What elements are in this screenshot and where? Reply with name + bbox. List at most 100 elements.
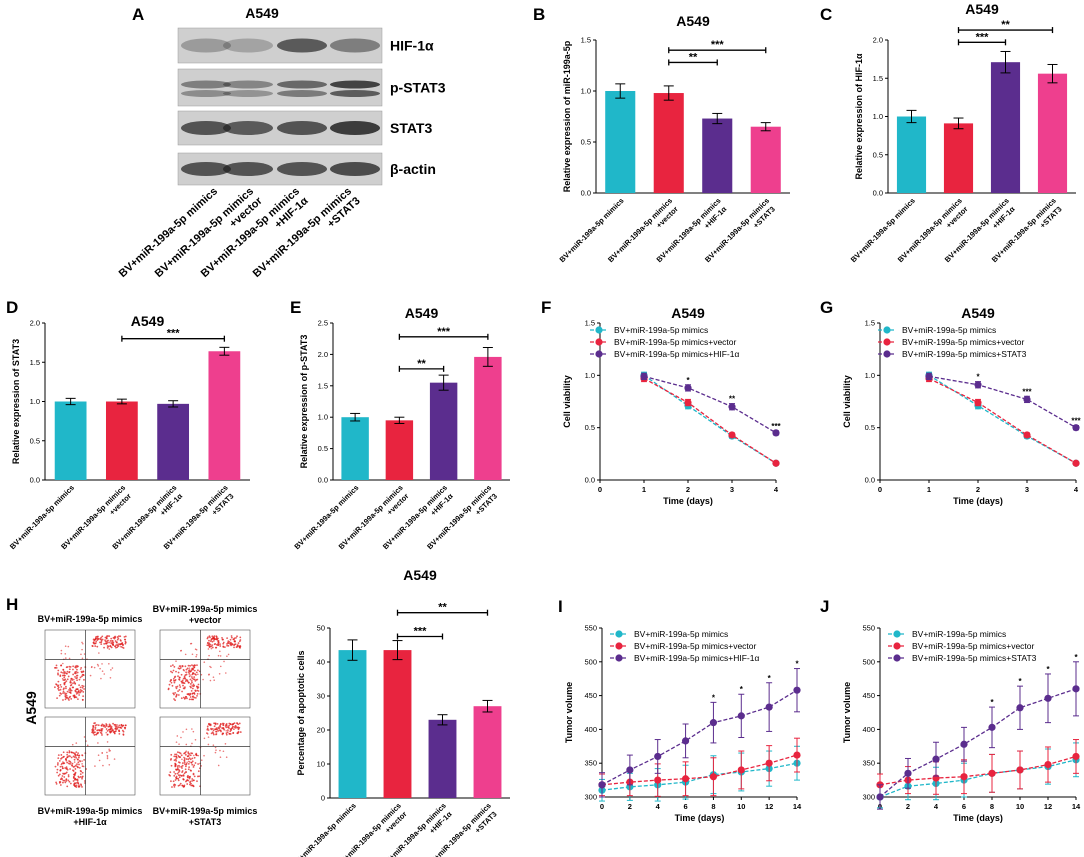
flow-dot [62,692,64,695]
flow-dot [175,695,177,698]
blot-band [181,80,231,89]
flow-dot [95,733,97,736]
data-point [1072,459,1080,467]
significance-mark: * [990,698,994,707]
y-tick-label: 500 [862,657,875,666]
flow-dot [217,641,220,644]
flow-dot [214,728,217,731]
flow-dot [207,648,210,650]
flow-plot-caption: BV+miR-199a-5p mimics +vector [153,604,258,625]
flow-dot [190,642,193,645]
flow-dot [212,676,215,679]
flow-dot [67,675,70,678]
x-tick-label: 2 [906,802,910,811]
flow-dot [192,698,194,701]
flow-dot [228,724,231,727]
flow-dot [210,638,213,640]
flow-dot [170,780,172,783]
flow-dot [237,642,240,644]
flow-dot [206,725,209,728]
flow-dot [171,786,173,788]
flow-dot [94,645,97,647]
flow-dot [175,759,178,762]
significance-label: ** [689,51,698,63]
flow-dot [112,641,115,644]
flow-dot [111,667,114,669]
flow-dot [59,675,62,678]
flow-dot [101,638,104,641]
x-tick-label: 3 [1025,485,1029,494]
bar [750,126,781,193]
blot-band [181,121,231,135]
flow-dot [184,665,187,668]
flow-dot [100,636,103,639]
flow-dot [169,771,172,774]
flow-dot [211,644,214,647]
legend-label: BV+miR-199a-5p mimics+vector [912,641,1035,651]
flow-dot [56,763,59,766]
x-tick-label: 6 [683,802,687,811]
flow-dot [191,653,194,656]
flow-dot [195,673,197,676]
flow-dot [111,728,114,731]
series-line [928,375,1077,429]
flow-dot [182,684,184,687]
flow-dot [191,784,194,787]
flow-dot [219,643,221,646]
flow-dot [121,729,124,732]
flow-dot [63,683,66,686]
flow-dot [192,779,195,782]
flow-dot [177,768,179,771]
flow-dot [106,757,109,760]
flow-dot [72,686,75,689]
flow-dot [68,657,71,660]
flow-dot [97,724,100,727]
flow-dot [175,741,178,743]
data-point [654,752,662,761]
flow-dot [65,767,68,770]
blot-band [223,121,273,135]
data-point [681,737,690,745]
flow-dot [93,666,96,669]
significance-label: *** [437,326,451,338]
flow-dot [196,693,199,695]
flow-dot [64,681,67,684]
flow-dot [224,743,227,745]
flow-dot [174,784,177,786]
blot-band [223,90,273,97]
flow-dot [81,684,84,687]
y-tick-label: 550 [862,624,875,633]
flow-dot [181,758,183,761]
flow-dot [200,673,203,676]
flow-dot [175,769,178,771]
flow-dot [78,684,81,687]
significance-mark: * [1074,653,1078,662]
significance-mark: * [686,376,690,385]
bar [1037,73,1068,193]
flow-dot [217,654,220,657]
flow-dot [118,724,121,727]
flow-dot [189,664,191,667]
flow-dot [81,754,84,757]
flow-dot [190,782,192,785]
flow-dot [193,693,196,695]
flow-dot [193,756,196,759]
flow-dot [76,763,78,765]
flow-dot [74,764,77,767]
series-line [928,377,1077,464]
flow-dot [182,778,185,781]
panel-a-title: A549 [245,5,279,21]
flow-dot [230,635,233,637]
flow-dot [106,754,109,757]
flow-dot [108,748,110,751]
flow-dot [67,697,70,700]
flow-dot [106,730,109,732]
flow-dot [111,639,113,642]
flow-dot [181,771,183,774]
flow-dot [187,760,190,763]
flow-dot [236,635,238,638]
flow-dot [108,635,111,638]
flow-dot [92,638,95,641]
